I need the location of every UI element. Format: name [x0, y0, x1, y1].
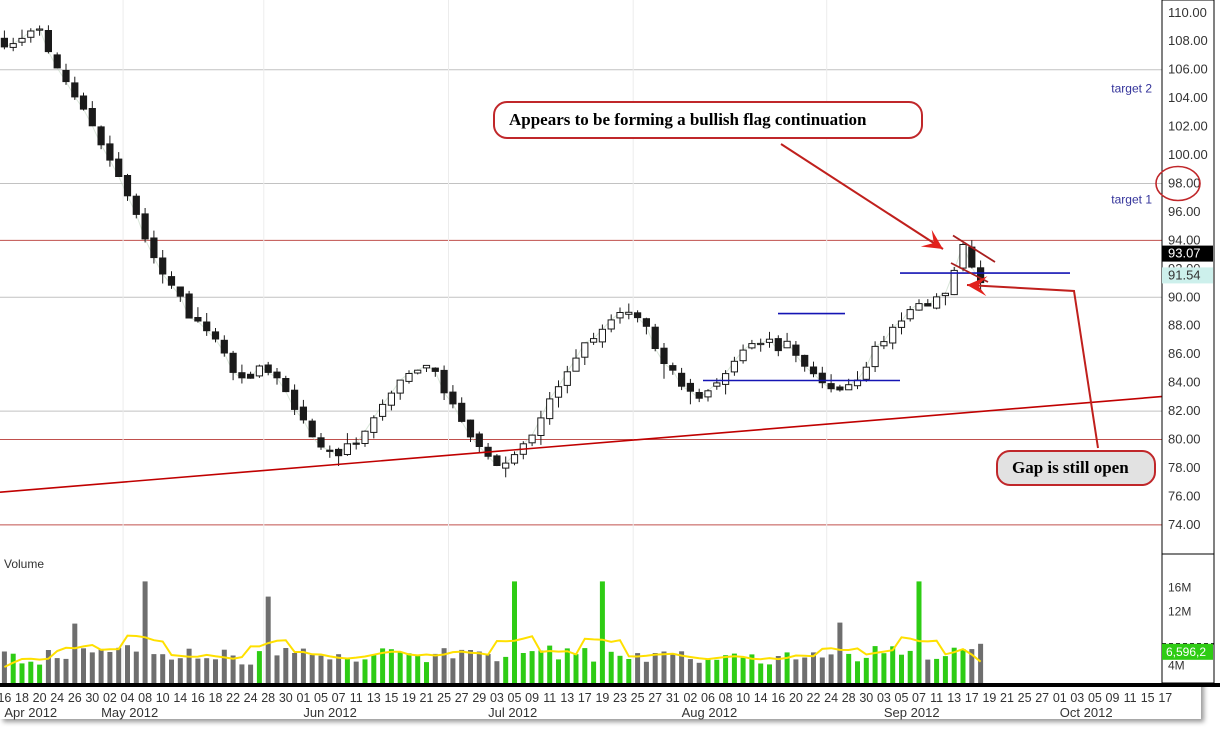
svg-text:09: 09: [1106, 691, 1120, 705]
svg-text:04: 04: [121, 691, 135, 705]
svg-text:23: 23: [613, 691, 627, 705]
svg-text:31: 31: [666, 691, 680, 705]
svg-text:29: 29: [472, 691, 486, 705]
svg-text:12M: 12M: [1168, 604, 1191, 618]
svg-text:03: 03: [877, 691, 891, 705]
svg-text:18: 18: [209, 691, 223, 705]
svg-text:25: 25: [437, 691, 451, 705]
svg-text:22: 22: [807, 691, 821, 705]
svg-text:14: 14: [754, 691, 768, 705]
svg-text:19: 19: [595, 691, 609, 705]
svg-text:05: 05: [508, 691, 522, 705]
svg-text:09: 09: [525, 691, 539, 705]
svg-text:Apr 2012: Apr 2012: [4, 705, 57, 720]
svg-text:15: 15: [384, 691, 398, 705]
svg-text:11: 11: [350, 691, 363, 705]
svg-text:13: 13: [947, 691, 961, 705]
svg-text:11: 11: [1124, 691, 1137, 705]
svg-text:Oct 2012: Oct 2012: [1060, 705, 1113, 720]
svg-text:target 2: target 2: [1111, 81, 1152, 95]
svg-text:6,596,2: 6,596,2: [1166, 645, 1206, 659]
svg-text:10: 10: [736, 691, 750, 705]
svg-text:30: 30: [859, 691, 873, 705]
svg-text:02: 02: [103, 691, 117, 705]
svg-text:Jul 2012: Jul 2012: [488, 705, 537, 720]
svg-text:Sep 2012: Sep 2012: [884, 705, 940, 720]
svg-text:4M: 4M: [1168, 658, 1185, 672]
svg-text:Jun 2012: Jun 2012: [303, 705, 357, 720]
svg-text:74.00: 74.00: [1168, 517, 1201, 532]
svg-text:05: 05: [314, 691, 328, 705]
svg-text:93.07: 93.07: [1168, 246, 1201, 261]
svg-text:11: 11: [930, 691, 943, 705]
svg-text:28: 28: [261, 691, 275, 705]
svg-text:02: 02: [683, 691, 697, 705]
svg-text:07: 07: [912, 691, 926, 705]
svg-text:16M: 16M: [1168, 580, 1191, 594]
svg-text:30: 30: [279, 691, 293, 705]
svg-text:24: 24: [824, 691, 838, 705]
svg-text:86.00: 86.00: [1168, 346, 1201, 361]
svg-text:20: 20: [33, 691, 47, 705]
svg-text:102.00: 102.00: [1168, 119, 1208, 134]
svg-text:91.54: 91.54: [1168, 267, 1201, 282]
svg-text:01: 01: [1053, 691, 1067, 705]
svg-text:27: 27: [648, 691, 662, 705]
svg-text:06: 06: [701, 691, 715, 705]
svg-text:80.00: 80.00: [1168, 432, 1201, 447]
svg-text:11: 11: [543, 691, 556, 705]
svg-text:17: 17: [965, 691, 979, 705]
svg-text:16: 16: [771, 691, 785, 705]
svg-text:110.00: 110.00: [1168, 5, 1207, 20]
svg-text:03: 03: [490, 691, 504, 705]
svg-text:19: 19: [982, 691, 996, 705]
svg-text:24: 24: [50, 691, 64, 705]
svg-text:Aug 2012: Aug 2012: [682, 705, 738, 720]
svg-text:26: 26: [68, 691, 82, 705]
svg-text:05: 05: [1088, 691, 1102, 705]
svg-text:82.00: 82.00: [1168, 403, 1201, 418]
svg-text:13: 13: [367, 691, 381, 705]
svg-text:01: 01: [296, 691, 310, 705]
svg-text:target 1: target 1: [1111, 192, 1152, 206]
svg-text:106.00: 106.00: [1168, 62, 1208, 77]
svg-text:21: 21: [420, 691, 434, 705]
svg-text:14: 14: [173, 691, 187, 705]
svg-text:25: 25: [1018, 691, 1032, 705]
svg-text:30: 30: [85, 691, 99, 705]
svg-text:17: 17: [1158, 691, 1172, 705]
svg-text:76.00: 76.00: [1168, 488, 1201, 503]
svg-text:08: 08: [138, 691, 152, 705]
svg-text:22: 22: [226, 691, 240, 705]
svg-text:24: 24: [244, 691, 258, 705]
svg-text:21: 21: [1000, 691, 1014, 705]
svg-text:108.00: 108.00: [1168, 33, 1208, 48]
svg-text:15: 15: [1141, 691, 1155, 705]
svg-text:78.00: 78.00: [1168, 460, 1201, 475]
svg-text:28: 28: [842, 691, 856, 705]
svg-text:08: 08: [719, 691, 733, 705]
svg-text:16: 16: [0, 691, 11, 705]
svg-text:07: 07: [332, 691, 346, 705]
svg-text:20: 20: [789, 691, 803, 705]
svg-text:88.00: 88.00: [1168, 318, 1201, 333]
svg-text:05: 05: [895, 691, 909, 705]
svg-text:27: 27: [1035, 691, 1049, 705]
svg-text:104.00: 104.00: [1168, 90, 1208, 105]
svg-text:16: 16: [191, 691, 205, 705]
svg-text:18: 18: [15, 691, 29, 705]
svg-text:96.00: 96.00: [1168, 204, 1201, 219]
svg-text:17: 17: [578, 691, 592, 705]
svg-text:03: 03: [1070, 691, 1084, 705]
svg-text:25: 25: [631, 691, 645, 705]
svg-text:27: 27: [455, 691, 469, 705]
svg-text:98.00: 98.00: [1168, 176, 1201, 191]
svg-text:May 2012: May 2012: [101, 705, 158, 720]
svg-text:19: 19: [402, 691, 416, 705]
svg-text:84.00: 84.00: [1168, 375, 1201, 390]
svg-text:100.00: 100.00: [1168, 147, 1208, 162]
svg-text:10: 10: [156, 691, 170, 705]
svg-text:90.00: 90.00: [1168, 289, 1201, 304]
svg-text:13: 13: [560, 691, 574, 705]
